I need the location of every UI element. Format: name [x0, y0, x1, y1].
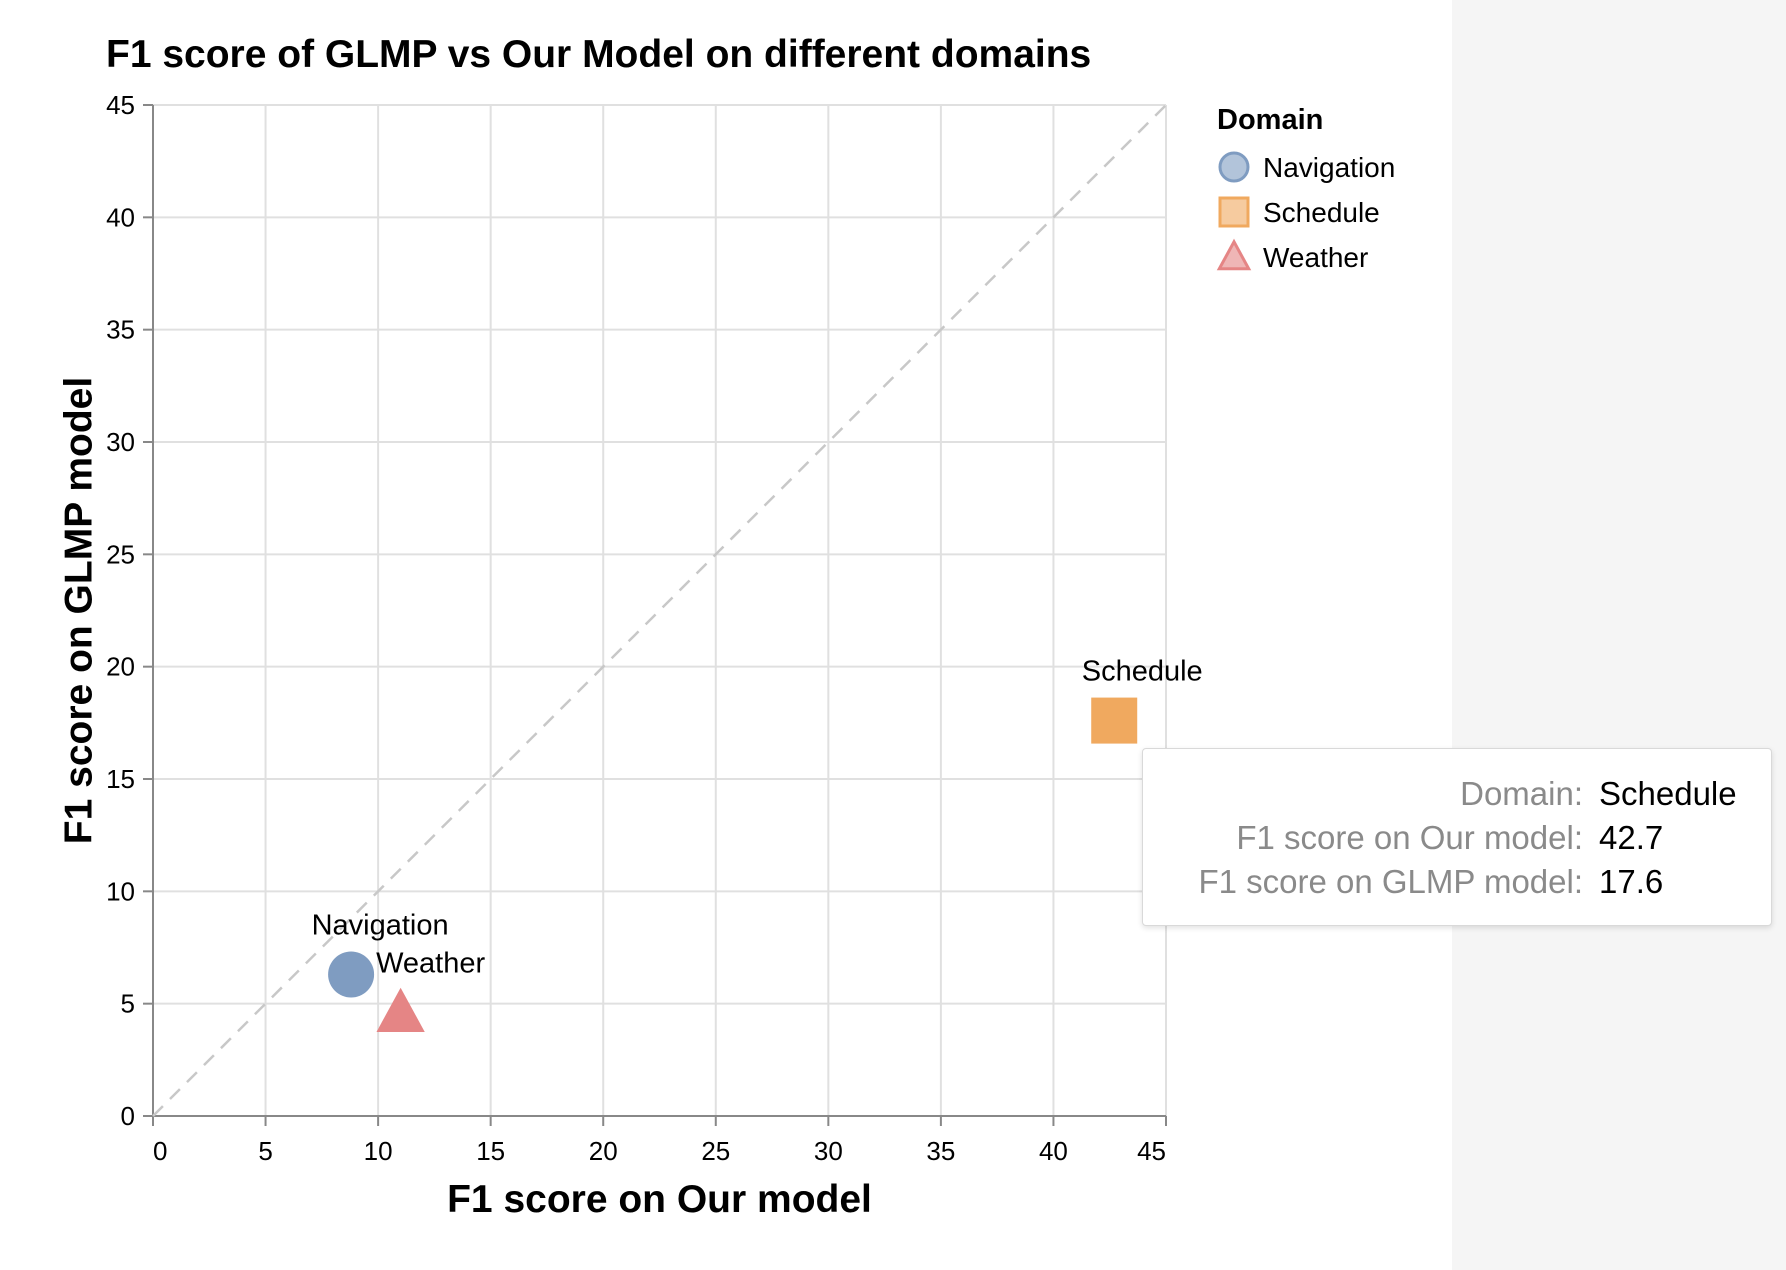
tooltip-row-our-model: F1 score on Our model: 42.7	[1163, 819, 1751, 863]
point-label-weather: Weather	[376, 948, 485, 980]
legend-label-schedule: Schedule	[1263, 197, 1380, 228]
tooltip: Domain: Schedule F1 score on Our model: …	[1142, 748, 1772, 926]
point-weather	[376, 987, 425, 1032]
point-label-schedule: Schedule	[1082, 656, 1203, 688]
point-schedule	[1091, 697, 1138, 744]
y-axis-title: F1 score on GLMP model	[58, 377, 101, 844]
x-tick-label: 15	[476, 1136, 505, 1166]
tooltip-value: Schedule	[1599, 775, 1737, 812]
y-tick-label: 0	[121, 1101, 135, 1131]
point-navigation	[328, 951, 375, 998]
point-label-navigation: Navigation	[312, 909, 449, 941]
y-tick-label: 45	[106, 90, 135, 120]
chart-title: F1 score of GLMP vs Our Model on differe…	[106, 33, 1091, 76]
x-tick-label: 5	[258, 1136, 272, 1166]
y-tick-label: 10	[106, 876, 135, 906]
diagonal-reference-line	[152, 104, 1167, 1117]
axes: 0 5 10 15 20 25 30 35 40 45 0 5 10 15 20 25 30 35 40 45	[106, 90, 1167, 1166]
tooltip-key: F1 score on GLMP model:	[1198, 863, 1583, 900]
y-tick-label: 35	[106, 315, 135, 345]
x-tick-label: 30	[814, 1136, 843, 1166]
data-points: Navigation Schedule Weather	[312, 656, 1203, 1032]
x-tick-label: 0	[153, 1136, 167, 1166]
x-axis-title: F1 score on Our model	[447, 1178, 872, 1221]
x-tick-label: 40	[1039, 1136, 1068, 1166]
x-tick-label: 45	[1137, 1136, 1166, 1166]
x-tick-label: 20	[589, 1136, 618, 1166]
legend-swatch-weather	[1216, 238, 1252, 271]
y-tick-label: 5	[121, 989, 135, 1019]
legend-swatch-navigation	[1218, 151, 1250, 183]
legend-title: Domain	[1217, 104, 1323, 136]
x-tick-label: 35	[926, 1136, 955, 1166]
tooltip-key: Domain:	[1460, 775, 1583, 812]
legend-label-navigation: Navigation	[1263, 152, 1395, 183]
tooltip-value: 17.6	[1599, 863, 1664, 900]
tooltip-row-glmp-model: F1 score on GLMP model: 17.6	[1163, 863, 1751, 907]
x-tick-label: 10	[364, 1136, 393, 1166]
y-tick-label: 40	[106, 202, 135, 232]
scatter-chart: 0 5 10 15 20 25 30 35 40 45 0 5 10 15 20 25 30 35 40 45 Nav…	[58, 33, 1396, 1221]
chart-panel: 0 5 10 15 20 25 30 35 40 45 0 5 10 15 20 25 30 35 40 45 Nav…	[57, 33, 1396, 1221]
y-tick-label: 20	[106, 652, 135, 682]
y-tick-label: 15	[106, 764, 135, 794]
legend-label-weather: Weather	[1263, 242, 1368, 273]
x-tick-label: 25	[701, 1136, 730, 1166]
y-tick-label: 30	[106, 427, 135, 457]
tooltip-value: 42.7	[1599, 819, 1664, 856]
y-tick-label: 25	[106, 539, 135, 569]
legend: Domain Navigation Schedule Weather	[1216, 104, 1395, 273]
legend-swatch-schedule	[1218, 196, 1250, 228]
tooltip-row-domain: Domain: Schedule	[1163, 775, 1751, 819]
tooltip-key: F1 score on Our model:	[1236, 819, 1583, 856]
